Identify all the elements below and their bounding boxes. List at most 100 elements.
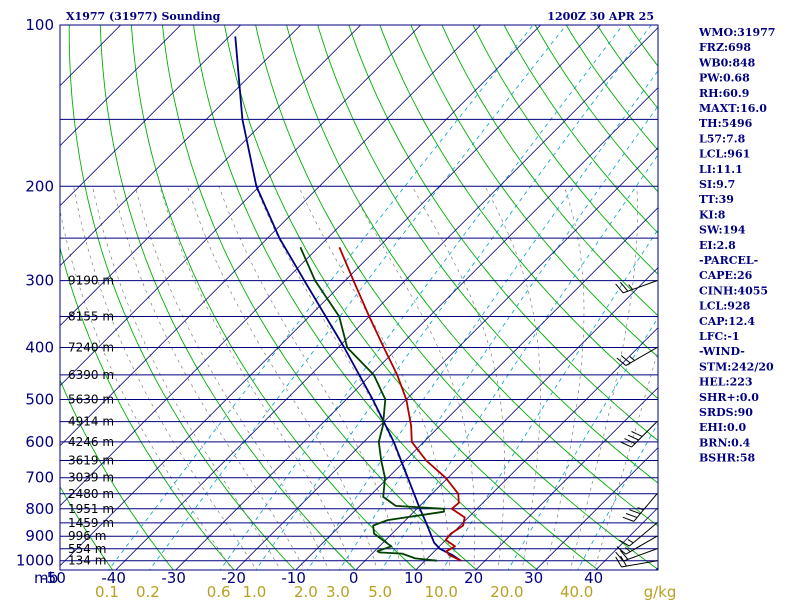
height-label: 4914 m <box>68 415 114 429</box>
pressure-tick-label: 200 <box>25 177 54 195</box>
mixing-ratio-tick-label: 5.0 <box>368 583 392 600</box>
isotherm-line <box>115 27 658 570</box>
index-value: KI:8 <box>699 208 726 221</box>
dry-adiabat-line <box>60 245 235 570</box>
wind-barb-feather <box>619 281 629 292</box>
temperature-tick-label: -40 <box>101 569 126 587</box>
isotherm-line <box>60 25 421 387</box>
mixing-ratio-line <box>219 25 624 570</box>
isotherm-line <box>235 147 658 570</box>
mixing-ratio-tick-label: 0.6 <box>207 583 231 600</box>
dry-adiabat-line <box>472 25 658 275</box>
wind-barb-feather <box>631 431 643 437</box>
index-value: CAPE:26 <box>699 269 753 282</box>
mixing-ratio-line <box>255 25 652 570</box>
temperature-tick-label: 10 <box>404 569 423 587</box>
temperature-tick-label: -10 <box>281 569 306 587</box>
pressure-tick-label: 800 <box>25 500 54 518</box>
mixing-ratio-tick-label: 2.0 <box>294 583 318 600</box>
wind-barb-feather <box>616 357 627 366</box>
dry-adiabat-line <box>534 25 658 193</box>
height-label: 7240 m <box>68 341 114 355</box>
index-value: CAP:12.4 <box>699 315 755 328</box>
wind-barb-feather <box>615 283 624 294</box>
mixing-ratio-tick-label: 0.1 <box>95 583 119 600</box>
dry-adiabat-line <box>379 25 658 400</box>
index-value: WB0:848 <box>698 56 756 69</box>
mixing-ratio-line <box>148 25 567 570</box>
temperature-trace <box>338 246 466 562</box>
index-value: LFC:-1 <box>699 330 740 343</box>
dry-adiabat-line <box>255 25 658 570</box>
moist-adiabat-line <box>159 186 354 570</box>
wind-barb <box>622 493 658 522</box>
dry-adiabat-line <box>503 25 658 234</box>
wind-barb-feather <box>615 556 622 568</box>
profile-traces <box>234 36 466 562</box>
mixing-ratio-line <box>507 316 658 570</box>
wind-barb-staff <box>625 347 658 366</box>
index-value: STM:242/20 <box>699 360 774 373</box>
moist-adiabat-line <box>569 186 638 570</box>
temperature-tick-label: -20 <box>221 569 246 587</box>
pressure-tick-label: 500 <box>25 390 54 408</box>
dry-adiabat-line <box>348 25 658 442</box>
mixing-ratio-line <box>338 105 658 570</box>
temperature-tick-label: 0 <box>349 569 359 587</box>
moist-adiabat-line <box>134 186 330 570</box>
dry-adiabat-line <box>68 25 296 570</box>
temperature-tick-label: -50 <box>41 569 66 587</box>
pressure-axis-unit: mb <box>34 569 58 587</box>
index-value: SI:9.7 <box>699 178 735 191</box>
wind-barb-feather <box>627 434 639 441</box>
dry-adiabat-line <box>317 25 658 484</box>
dry-adiabat-line <box>99 25 357 570</box>
isotherm-line <box>60 25 301 267</box>
wind-barb <box>616 535 658 555</box>
moist-adiabat-line <box>73 186 257 570</box>
dry-adiabat-line <box>441 25 658 317</box>
wind-barb-staff <box>629 522 658 547</box>
mixing-ratio-tick-label: 1.0 <box>242 583 266 600</box>
index-value: FRZ:698 <box>699 41 751 54</box>
isotherm-line <box>355 267 658 570</box>
index-value: EHI:0.0 <box>699 421 746 434</box>
index-value: SHR+:0.0 <box>699 391 759 404</box>
wind-barb <box>616 347 658 366</box>
isotherm-line <box>60 25 541 507</box>
index-value: TT:39 <box>699 193 734 206</box>
dry-adiabat-line <box>286 25 658 527</box>
index-value: LCL:928 <box>699 300 751 313</box>
moist-adiabat-line <box>218 186 402 570</box>
isotherm-line <box>475 387 658 570</box>
isotherm-line <box>415 327 658 570</box>
height-label: 3039 m <box>68 471 114 485</box>
moist-adiabat-line <box>593 349 658 570</box>
wind-barb-half-feather <box>637 507 644 511</box>
dewpoint-trace <box>299 246 445 562</box>
mixing-ratio-tick-label: 40.0 <box>560 583 593 600</box>
parcel-trace <box>234 36 462 562</box>
wind-barb-staff <box>633 493 658 522</box>
isotherm-line <box>60 25 241 207</box>
index-value: BRN:0.4 <box>699 436 751 449</box>
pressure-tick-label: 1000 <box>16 552 54 570</box>
isotherm-line <box>60 25 361 327</box>
index-value: TH:5496 <box>699 117 753 130</box>
isotherm-line <box>60 25 181 147</box>
wind-barb-feather <box>616 546 627 555</box>
index-value: PW:0.68 <box>699 72 750 85</box>
wind-barb-feather <box>619 550 629 560</box>
mixing-ratio-line <box>577 422 658 570</box>
index-value: CINH:4055 <box>699 284 768 297</box>
moist-adiabat-line <box>484 186 541 570</box>
mixing-ratio-line <box>108 25 534 570</box>
wind-barb-feather <box>625 513 638 518</box>
index-panel: WMO:31977 FRZ:698 WB0:848 PW:0.68 RH:60.9 MAX… <box>698 26 775 465</box>
wind-barb-half-feather <box>629 355 635 361</box>
plot-frame <box>59 24 659 571</box>
background-grid <box>60 25 658 570</box>
